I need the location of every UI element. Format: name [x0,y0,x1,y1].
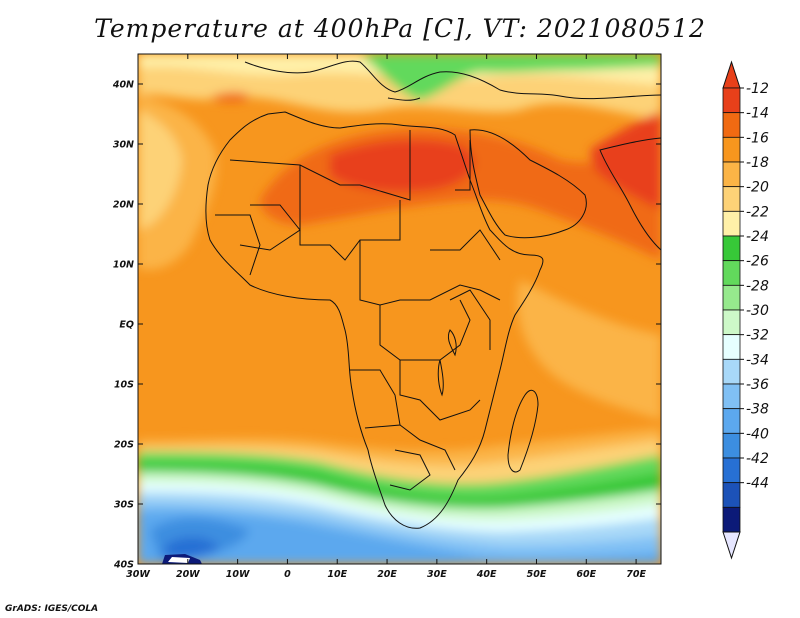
lon-tick-label: 0 [284,569,291,580]
colorbar-swatch [722,284,741,311]
lat-tick-label: 20N [113,200,134,211]
lat-tick-label: 20S [114,440,134,451]
coastlines [205,60,661,529]
colorbar-swatch [722,482,741,508]
colorbar-swatch [722,235,741,262]
lon-tick-label: 30E [427,569,447,580]
lon-tick-label: 30W [126,569,150,580]
colorbar-swatch [722,136,741,163]
lon-tick-label: 10E [327,569,347,580]
colorbar-label: -34 [746,352,769,368]
colorbar-swatch [722,112,741,138]
lon-tick-label: 10W [226,569,250,580]
colorbar-swatch [722,506,741,533]
colorbar: -12 -14 -16 -18 -20 -22 -24 -26 -28 -30 -32 -34 -36 -… [722,60,769,560]
colorbar-swatch [722,161,741,188]
colorbar-swatch [722,186,741,212]
lat-tick-label: EQ [119,320,134,331]
colorbar-swatch [722,309,741,336]
colorbar-label: -24 [746,229,769,245]
latitude-axis: 40N 30N 20N 10N EQ 10S 20S 30S 40S [112,80,661,571]
colorbar-label: -32 [746,328,769,344]
colorbar-label: -12 [746,81,769,97]
colorbar-swatch [722,383,741,410]
colorbar-swatch [722,358,741,385]
chart-title: Temperature at 400hPa [C], VT: 202108051… [94,14,706,43]
colorbar-swatch [722,432,741,459]
lat-tick-label: 10N [113,260,134,271]
colorbar-label: -16 [746,130,769,146]
colorbar-swatch [722,408,741,434]
lat-tick-label: 10S [114,380,134,391]
lon-tick-label: 50E [527,569,547,580]
colorbar-swatch [722,457,741,484]
colorbar-label: -36 [746,377,769,393]
lon-tick-label: 70E [626,569,646,580]
colorbar-label: -22 [746,204,769,220]
colorbar-label: -40 [746,426,769,442]
colorbar-label: -38 [746,402,769,418]
colorbar-label: -26 [746,254,769,270]
colorbar-swatch [722,334,741,360]
colorbar-swatch [722,260,741,286]
lat-tick-label: 30N [113,140,134,151]
colorbar-label: -28 [746,278,769,294]
colorbar-label: -42 [746,451,769,467]
colorbar-label: -30 [746,303,769,319]
lat-tick-label: 30S [114,500,134,511]
map-frame [137,53,662,565]
colorbar-swatch [722,87,741,114]
credit-label: GrADS: IGES/COLA [5,604,99,614]
colorbar-label: -18 [746,155,769,171]
lat-tick-label: 40S [113,560,134,571]
colorbar-bottom-arrow [722,531,741,560]
lat-tick-label: 40N [112,80,134,91]
colorbar-top-arrow [722,60,741,89]
lon-tick-label: 40E [476,569,497,580]
colorbar-label: -20 [746,180,769,196]
lon-tick-label: 60E [576,569,596,580]
longitude-axis: 30W 20W 10W 0 10E 20E 30E 40E 50E 60E 70E [126,54,646,580]
colorbar-label: -44 [746,476,769,492]
lon-tick-label: 20W [176,569,200,580]
colorbar-label: -14 [746,106,769,122]
lon-tick-label: 20E [377,569,397,580]
colorbar-swatch [722,210,741,237]
